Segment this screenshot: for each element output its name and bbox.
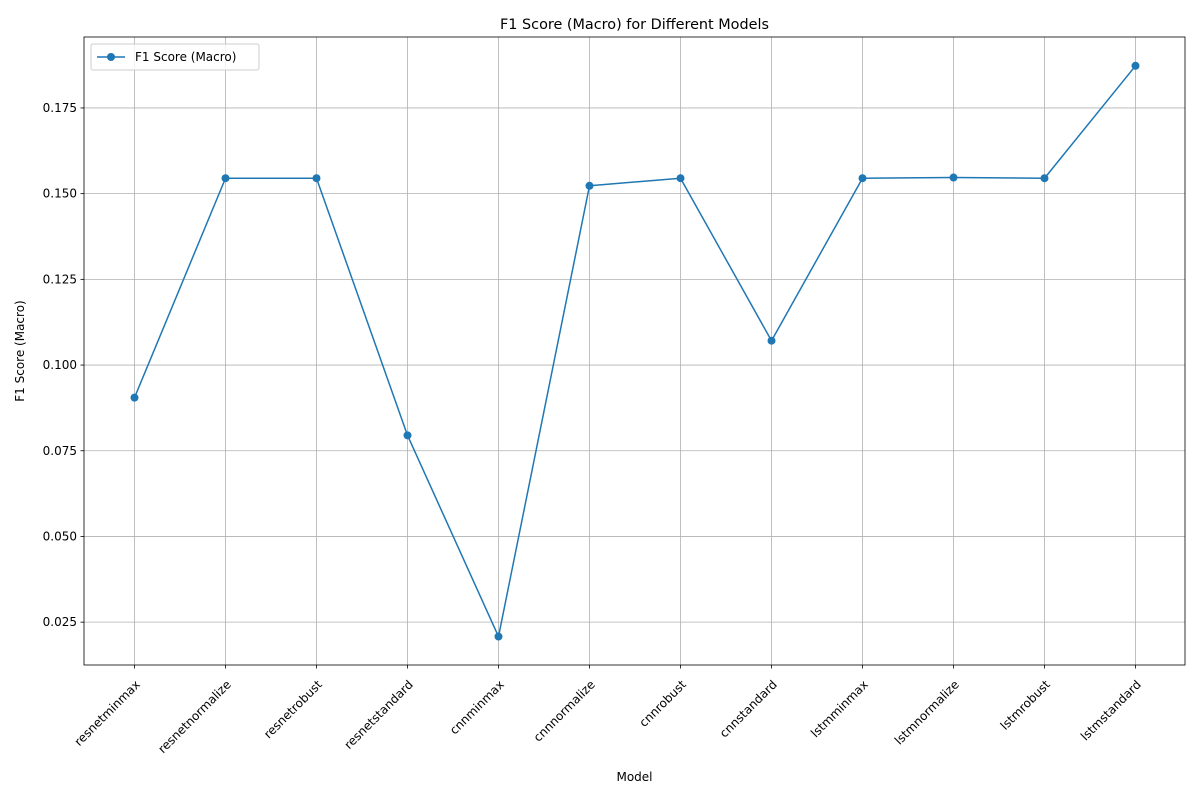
plot-frame — [83, 36, 1186, 666]
legend-marker-swatch — [107, 53, 115, 61]
data-point-lstmnormalize — [949, 173, 958, 182]
data-point-cnnnormalize — [585, 181, 594, 190]
y-tick-label: 0.050 — [43, 529, 77, 543]
legend: F1 Score (Macro) — [90, 43, 260, 71]
chart-title: F1 Score (Macro) for Different Models — [500, 17, 769, 33]
y-tick-label: 0.125 — [43, 272, 77, 286]
data-point-cnnminmax — [494, 632, 503, 641]
series-layer — [130, 61, 1140, 641]
series-line — [133, 65, 1137, 638]
legend-box — [90, 43, 260, 71]
data-point-lstmstandard — [1131, 61, 1140, 70]
data-point-cnnstandard — [767, 336, 776, 345]
data-point-resnetstandard — [403, 431, 412, 440]
y-tick-label: 0.025 — [43, 615, 77, 629]
data-point-resnetrobust — [312, 174, 321, 183]
data-point-lstmrobust — [1040, 174, 1049, 183]
data-point-resnetnormalize — [221, 174, 230, 183]
grid-lines — [84, 37, 1185, 665]
y-axis-label: F1 Score (Macro) — [13, 300, 27, 401]
y-tick-label: 0.100 — [43, 358, 77, 372]
y-tick-label: 0.175 — [43, 101, 77, 115]
y-tick-label: 0.150 — [43, 187, 77, 201]
x-axis-label: Model — [616, 770, 652, 784]
data-point-resnetminmax — [130, 393, 139, 402]
data-point-cnnrobust — [676, 174, 685, 183]
data-point-lstmminmax — [858, 174, 867, 183]
y-tick-label: 0.075 — [43, 444, 77, 458]
legend-label: F1 Score (Macro) — [135, 50, 236, 64]
